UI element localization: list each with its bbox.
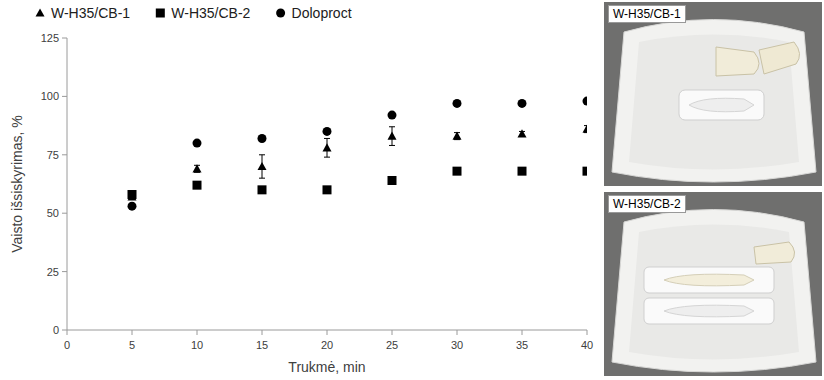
point — [518, 99, 527, 108]
photo-label: W-H35/CB-2 — [608, 195, 686, 213]
legend-marker — [276, 9, 285, 18]
point — [518, 167, 527, 176]
point — [453, 132, 462, 140]
point — [258, 162, 267, 170]
x-tick-label: 30 — [451, 339, 463, 351]
x-tick-label: 10 — [191, 339, 203, 351]
x-tick — [587, 330, 588, 335]
tray — [612, 20, 816, 183]
blister — [644, 267, 774, 293]
blister-cavity — [664, 305, 754, 317]
point — [388, 176, 397, 185]
y-tick — [62, 271, 67, 272]
y-tick-label: 75 — [47, 149, 59, 161]
y-tick — [62, 154, 67, 155]
point — [388, 132, 397, 140]
y-tick-label: 50 — [47, 207, 59, 219]
x-axis-title: Trukmė, min — [288, 359, 365, 375]
error-cap — [324, 138, 330, 139]
photo-drawing — [604, 2, 822, 186]
legend-marker — [156, 9, 165, 18]
tray-inner — [629, 225, 799, 360]
point — [193, 164, 202, 172]
point — [258, 134, 267, 143]
point — [453, 167, 462, 176]
x-tick-label: 0 — [64, 339, 70, 351]
point — [258, 185, 267, 194]
x-tick — [67, 330, 68, 335]
y-axis — [67, 38, 68, 330]
y-tick — [62, 213, 67, 214]
suppository — [754, 242, 795, 264]
y-tick-label: 25 — [47, 266, 59, 278]
point — [518, 129, 527, 137]
tray — [612, 210, 816, 373]
y-tick-label: 100 — [41, 90, 59, 102]
x-tick — [457, 330, 458, 335]
point — [388, 111, 397, 120]
point — [323, 127, 332, 136]
x-tick-label: 35 — [516, 339, 528, 351]
blister — [679, 90, 764, 120]
x-tick — [132, 330, 133, 335]
y-tick — [62, 330, 67, 331]
y-tick-label: 0 — [53, 324, 59, 336]
suppository — [716, 47, 759, 76]
error-cap — [389, 126, 395, 127]
error-cap — [259, 178, 265, 179]
error-cap — [324, 157, 330, 158]
y-tick — [62, 96, 67, 97]
x-tick-label: 15 — [256, 339, 268, 351]
point — [583, 97, 588, 106]
blister — [644, 298, 774, 324]
error-cap — [389, 145, 395, 146]
legend-label: Doloproct — [292, 5, 352, 21]
point — [583, 167, 588, 176]
photo-drawing — [604, 192, 822, 376]
point — [193, 181, 202, 190]
blister-cavity — [689, 98, 754, 112]
x-tick-label: 40 — [581, 339, 593, 351]
chart: 0 25 50 75 100 125 0 5 10 15 20 25 30 35 40 Trukmė, min… — [0, 0, 600, 380]
legend-label: W-H35/CB-2 — [171, 5, 250, 21]
photo-label: W-H35/CB-1 — [608, 5, 686, 23]
y-tick-label: 125 — [41, 32, 59, 44]
photo-panel: W-H35/CB-2 — [604, 192, 822, 376]
x-tick — [522, 330, 523, 335]
x-tick-label: 5 — [129, 339, 135, 351]
x-tick-label: 25 — [386, 339, 398, 351]
point — [323, 185, 332, 194]
x-tick-label: 20 — [321, 339, 333, 351]
suppository — [759, 42, 800, 74]
x-tick — [197, 330, 198, 335]
point — [193, 139, 202, 148]
tray-inner — [629, 35, 799, 170]
point — [128, 202, 137, 211]
point — [583, 125, 588, 133]
x-tick — [392, 330, 393, 335]
x-tick — [262, 330, 263, 335]
y-axis-title: Vaisto išsiskyrimas, % — [9, 115, 25, 252]
blister-cavity — [664, 274, 754, 286]
x-tick — [327, 330, 328, 335]
point — [453, 99, 462, 108]
y-tick — [62, 38, 67, 39]
legend-marker — [36, 9, 45, 17]
point — [323, 143, 332, 151]
legend-label: W-H35/CB-1 — [51, 5, 130, 21]
plot-marks — [128, 97, 588, 211]
point — [128, 190, 137, 199]
error-cap — [259, 154, 265, 155]
photo-panel: W-H35/CB-1 — [604, 2, 822, 186]
